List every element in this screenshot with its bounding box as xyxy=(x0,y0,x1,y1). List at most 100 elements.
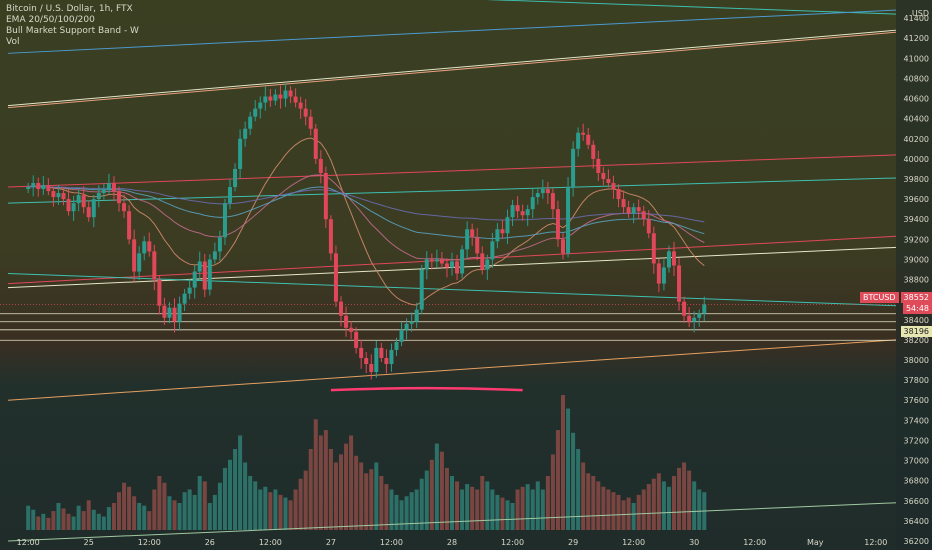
candle-body xyxy=(228,187,232,204)
volume-bar xyxy=(117,492,121,530)
volume-bar xyxy=(263,486,268,530)
candle-body xyxy=(344,315,349,328)
volume-bar xyxy=(697,489,702,530)
candle-body xyxy=(651,233,656,264)
price-tick-label: 38400 xyxy=(904,316,929,325)
candle-body xyxy=(475,237,480,254)
volume-bar xyxy=(434,443,439,530)
volume-bar xyxy=(475,489,480,530)
trend-line xyxy=(485,0,897,15)
price-tick-label: 40200 xyxy=(904,135,929,144)
volume-bar xyxy=(354,455,359,530)
volume-bar xyxy=(308,449,313,530)
volume-bar xyxy=(555,430,560,530)
volume-bar xyxy=(187,489,192,530)
volume-bar xyxy=(601,486,606,530)
candle-body xyxy=(318,158,323,173)
volume-bar xyxy=(540,489,545,530)
ema-line xyxy=(28,186,705,240)
volume-bar xyxy=(258,489,263,530)
candle-body xyxy=(96,193,101,200)
time-tick-label: 29 xyxy=(568,538,578,547)
price-tick-label: 36200 xyxy=(904,537,929,546)
candle-body xyxy=(117,191,121,204)
volume-bar xyxy=(591,476,596,530)
candle-body xyxy=(419,269,424,310)
volume-bar xyxy=(424,470,429,530)
candle-body xyxy=(111,183,116,192)
candle-body xyxy=(152,251,157,280)
volume-bar xyxy=(61,508,66,530)
volume-bar xyxy=(313,419,318,530)
volume-bar xyxy=(253,481,258,530)
volume-bar xyxy=(561,395,565,530)
candle-body xyxy=(687,315,692,322)
candle-body xyxy=(626,207,631,214)
candle-body xyxy=(187,287,192,294)
candle-body xyxy=(530,197,535,210)
candle-body xyxy=(222,203,227,238)
volume-bar xyxy=(228,459,232,530)
trend-line xyxy=(7,31,897,109)
candle-body xyxy=(409,321,414,324)
candle-body xyxy=(172,307,177,322)
candle-body xyxy=(591,144,596,159)
candle-body xyxy=(646,219,651,234)
volume-bar xyxy=(91,509,96,530)
candle-body xyxy=(339,301,343,316)
volume-bar xyxy=(505,500,510,530)
volume-bar xyxy=(182,492,187,530)
candle-body xyxy=(656,263,661,284)
volume-bar xyxy=(167,496,172,530)
candle-body xyxy=(349,327,354,332)
volume-bar xyxy=(374,462,379,530)
bar-timer-tag: 54:48 xyxy=(902,303,932,314)
volume-bar xyxy=(202,481,207,530)
time-tick-label: 26 xyxy=(205,538,215,547)
volume-bar xyxy=(520,486,525,530)
candle-body xyxy=(36,183,41,190)
volume-bar xyxy=(394,494,399,530)
volume-bar xyxy=(530,489,535,530)
price-tick-label: 36400 xyxy=(904,517,929,526)
candle-body xyxy=(566,187,571,254)
support-annotation xyxy=(330,386,523,392)
candle-body xyxy=(439,259,444,264)
volume-bar xyxy=(550,454,555,530)
volume-bar xyxy=(606,489,611,530)
volume-bar xyxy=(444,467,449,530)
volume-bar xyxy=(96,513,101,530)
candle-body xyxy=(465,229,470,250)
candle-body xyxy=(576,132,581,149)
volume-bar xyxy=(283,497,288,530)
price-tick-label: 37400 xyxy=(904,416,929,425)
trend-line xyxy=(7,29,897,107)
volume-bar xyxy=(142,505,147,530)
candle-body xyxy=(263,96,268,103)
volume-bar xyxy=(344,443,349,530)
volume-bar xyxy=(677,467,682,530)
price-tick-label: 39000 xyxy=(904,255,929,264)
candle-body xyxy=(258,102,263,109)
volume-bar xyxy=(672,476,676,530)
candle-body xyxy=(328,219,333,254)
candle-body xyxy=(550,193,555,210)
candle-body xyxy=(288,90,293,97)
candle-body xyxy=(525,209,530,216)
candle-body xyxy=(621,199,626,208)
volume-bar xyxy=(404,496,409,530)
candle-body xyxy=(243,128,248,139)
volume-bar xyxy=(596,481,601,530)
candle-body xyxy=(293,96,298,103)
volume-bar xyxy=(31,509,36,530)
time-tick-label: 12:00 xyxy=(501,538,524,547)
volume-bar xyxy=(162,482,167,530)
candle-body xyxy=(127,211,132,240)
trend-line xyxy=(7,9,897,54)
volume-bar xyxy=(278,494,283,530)
volume-bar xyxy=(288,500,293,530)
candle-body xyxy=(192,271,197,288)
time-tick-label: 12:00 xyxy=(743,538,766,547)
